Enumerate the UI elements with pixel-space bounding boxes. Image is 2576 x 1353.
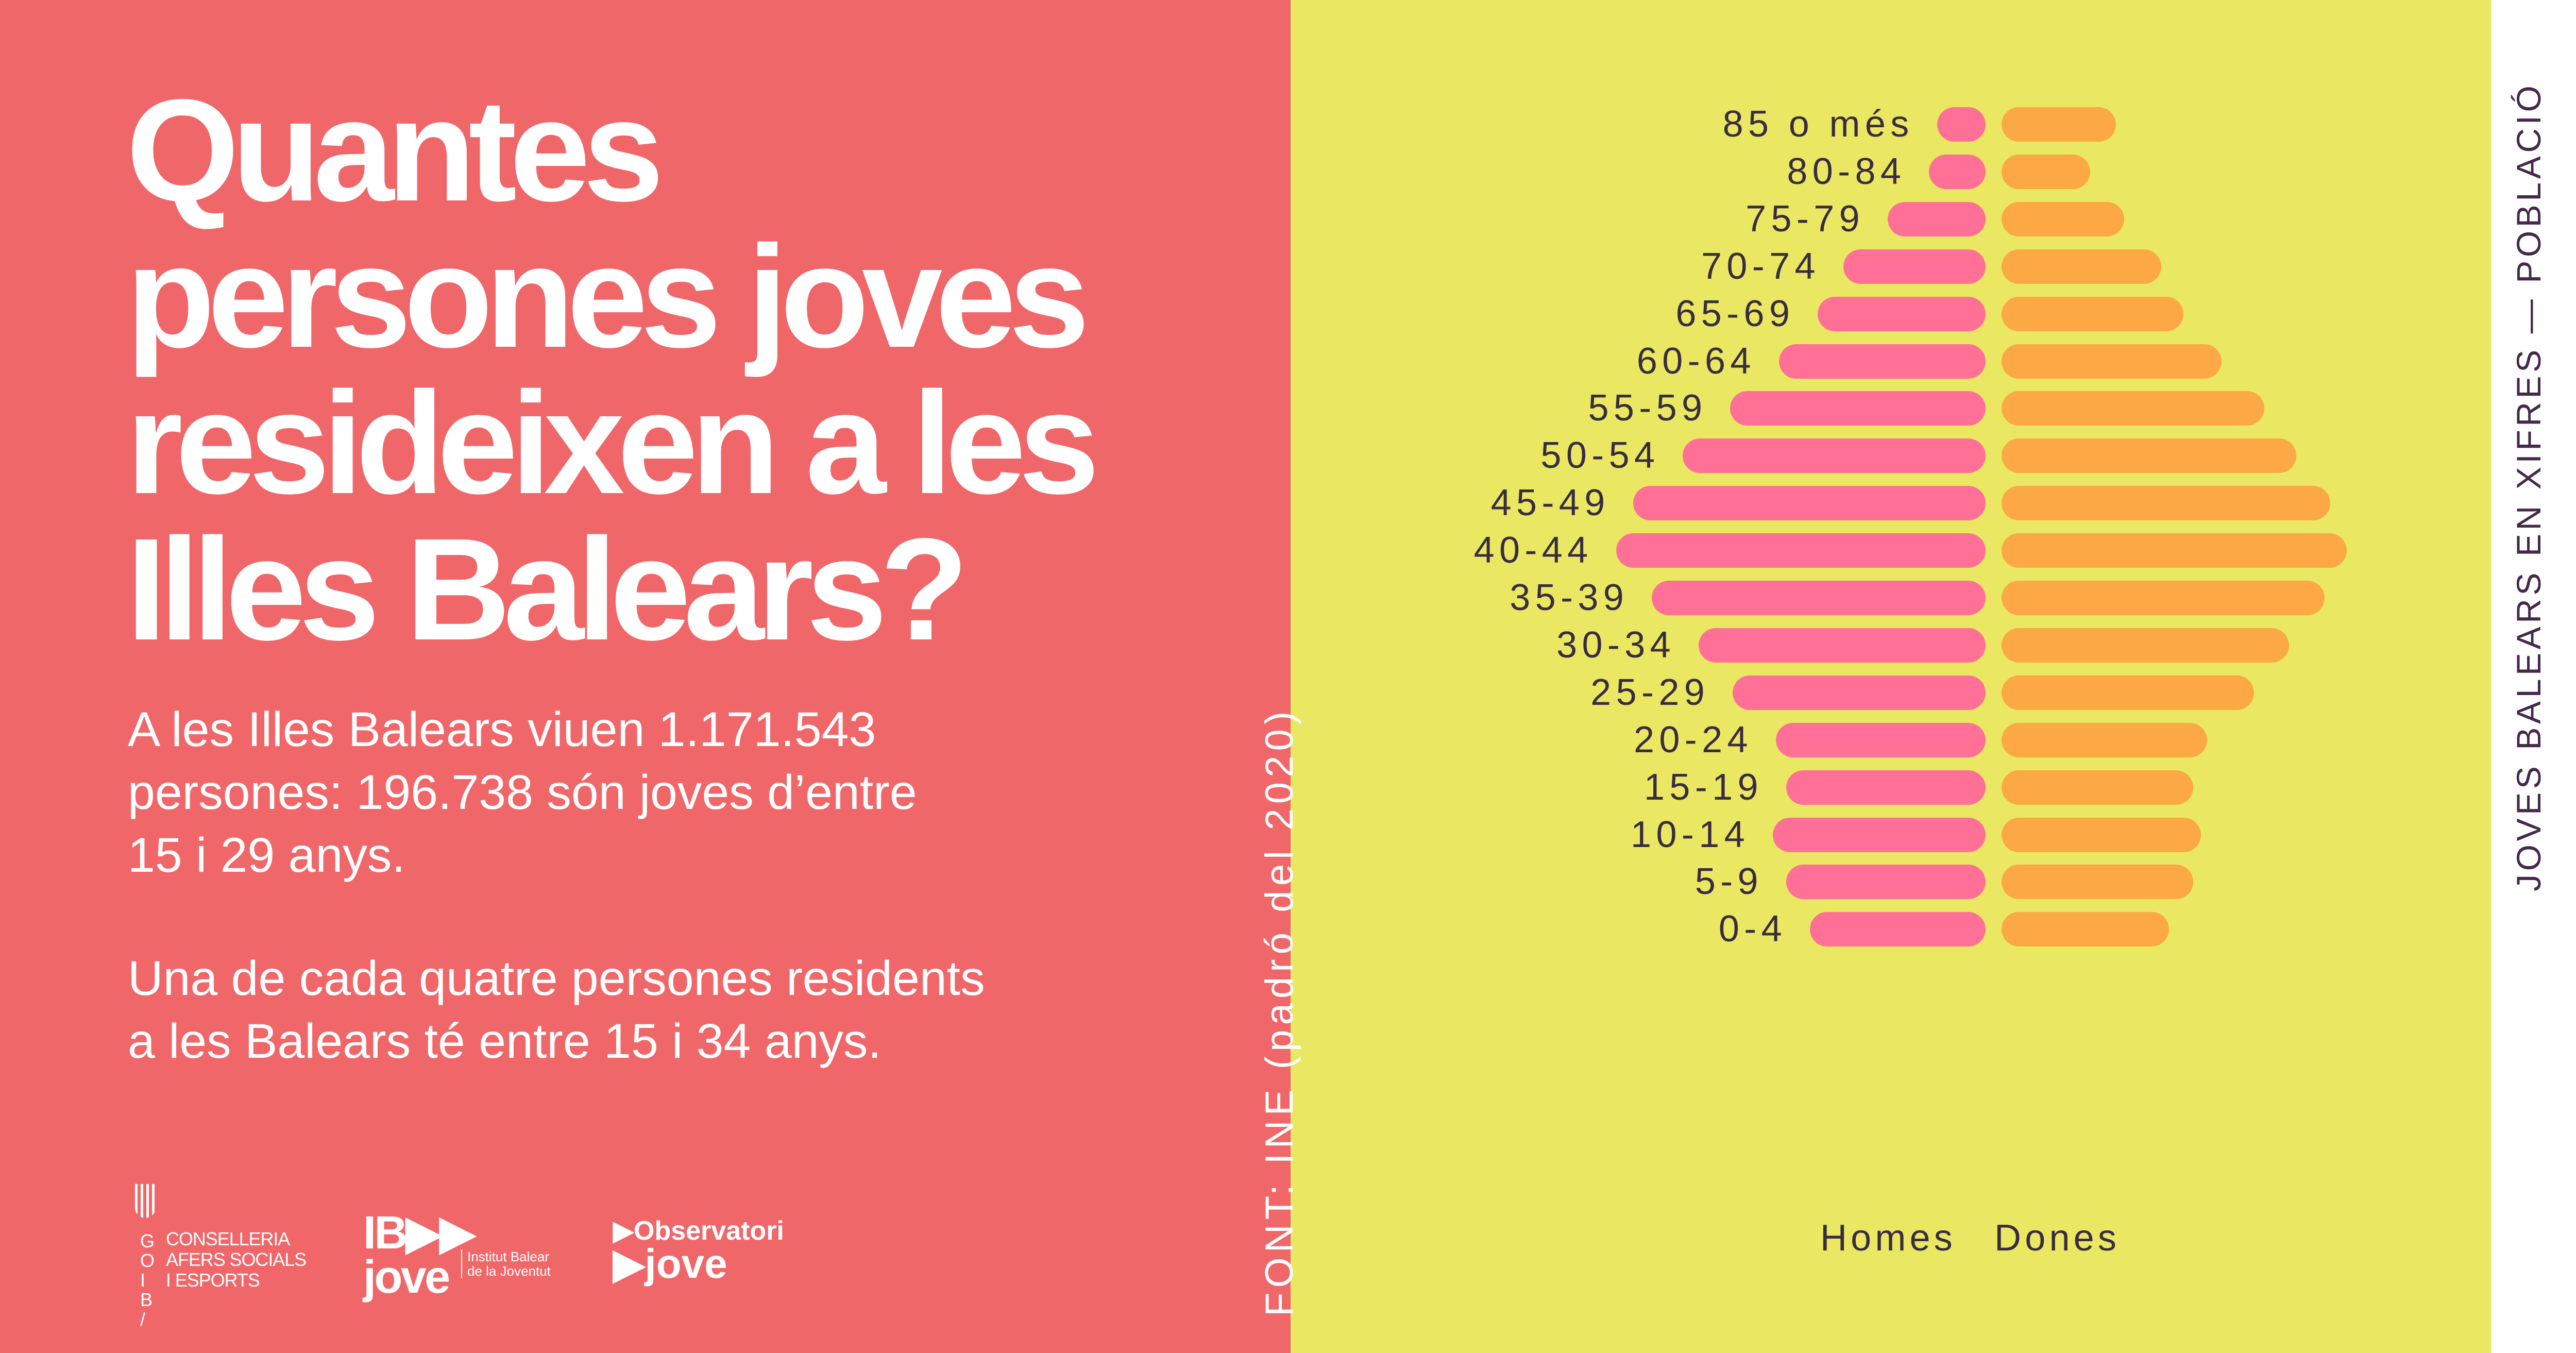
age-group-label: 10-14	[1631, 814, 1750, 855]
bar-homes	[1786, 770, 1986, 805]
paragraph-line: 15 i 29 anys.	[128, 828, 405, 883]
age-group-label: 0-4	[1718, 908, 1787, 950]
age-group-label: 5-9	[1694, 861, 1763, 903]
bar-dones	[2002, 865, 2193, 900]
age-group-label: 55-59	[1588, 387, 1707, 429]
goib-text-line: I ESPORTS	[166, 1270, 260, 1291]
paragraph-line: persones: 196.738 són joves d’entre	[128, 765, 917, 820]
ibjove-line: IB▶▶	[363, 1207, 476, 1259]
observatori-line: ▶Observatori	[613, 1216, 784, 1246]
bar-homes	[1773, 817, 1986, 852]
goib-text-line: AFERS SOCIALS	[166, 1249, 307, 1270]
ibjove-sub-line: de la Joventut	[467, 1263, 551, 1279]
legend-dones: Dones	[1994, 1217, 2121, 1259]
bar-homes	[1937, 107, 1986, 142]
goib-department: CONSELLERIA AFERS SOCIALS I ESPORTS	[166, 1228, 307, 1291]
bar-dones	[2002, 722, 2207, 757]
bar-dones	[2002, 438, 2297, 473]
population-paragraph: A les Illes Balears viuen 1.171.543 pers…	[128, 698, 917, 887]
ibjove-subtitle: Institut Balear de la Joventut	[461, 1249, 551, 1278]
bar-dones	[2002, 486, 2331, 521]
bar-dones	[2002, 817, 2201, 852]
age-group-label: 35-39	[1510, 577, 1629, 618]
bar-dones	[2002, 249, 2162, 284]
bar-dones	[2002, 675, 2254, 710]
goib-letters: G O I B /	[140, 1230, 155, 1330]
bar-homes	[1733, 675, 1986, 710]
bar-homes	[1929, 154, 1986, 189]
paragraph-line: Una de cada quatre persones residents	[128, 951, 985, 1006]
bar-homes	[1652, 581, 1986, 615]
bar-dones	[2002, 391, 2264, 426]
bar-dones	[2002, 770, 2193, 805]
bar-homes	[1683, 438, 1986, 473]
bar-homes	[1730, 391, 1986, 426]
bar-dones	[2002, 912, 2169, 947]
bar-homes	[1699, 628, 1986, 663]
age-group-label: 50-54	[1540, 435, 1660, 477]
age-group-label: 65-69	[1675, 293, 1795, 334]
age-group-label: 80-84	[1787, 150, 1906, 192]
ratio-paragraph: Una de cada quatre persones residents a …	[128, 947, 985, 1073]
title-line: persones joves	[126, 215, 1090, 378]
goib-text-line: CONSELLERIA	[166, 1228, 290, 1249]
bar-homes	[1633, 486, 1986, 521]
bar-homes	[1616, 533, 1986, 568]
title-line: resideixen a les	[126, 362, 1099, 524]
ibjove-sub-line: Institut Balear	[467, 1249, 549, 1264]
source-note: FONT: INE (padró del 2020)	[1258, 706, 1301, 1316]
bar-homes	[1775, 722, 1986, 757]
bar-dones	[2002, 296, 2183, 331]
bar-dones	[2002, 533, 2347, 568]
bar-homes	[1843, 249, 1986, 284]
side-strip	[2491, 0, 2576, 1353]
ibjove-line: jove	[363, 1251, 450, 1303]
age-group-label: 70-74	[1701, 245, 1820, 287]
age-group-label: 15-19	[1644, 766, 1763, 808]
bar-dones	[2002, 201, 2125, 236]
observatori-jove-logo: ▶Observatori ▶jove	[613, 1216, 784, 1287]
observatori-line: ▶jove	[613, 1241, 727, 1287]
legend-homes: Homes	[1820, 1217, 1956, 1259]
age-group-label: 20-24	[1633, 719, 1753, 760]
series-title: JOVES BALEARS EN XIFRES — POBLACIÓ	[2510, 82, 2548, 891]
title-line: Illes Balears?	[126, 508, 969, 670]
bar-homes	[1809, 912, 1986, 947]
bar-homes	[1888, 201, 1986, 236]
bar-dones	[2002, 154, 2091, 189]
age-group-label: 30-34	[1556, 624, 1676, 666]
age-group-label: 45-49	[1490, 482, 1610, 524]
paragraph-line: a les Balears té entre 15 i 34 anys.	[128, 1014, 882, 1069]
age-group-label: 75-79	[1745, 198, 1865, 240]
age-group-label: 85 o més	[1722, 104, 1914, 145]
age-group-label: 40-44	[1473, 530, 1593, 571]
bar-dones	[2002, 581, 2325, 615]
age-group-label: 60-64	[1636, 340, 1756, 382]
bar-dones	[2002, 344, 2222, 379]
paragraph-line: A les Illes Balears viuen 1.171.543	[128, 702, 876, 757]
age-group-label: 25-29	[1590, 671, 1710, 713]
bar-dones	[2002, 628, 2290, 663]
ibjove-wordmark: IB▶▶ jove	[363, 1207, 476, 1303]
bar-dones	[2002, 107, 2116, 142]
bar-homes	[1786, 865, 1986, 900]
bar-homes	[1818, 296, 1986, 331]
goib-emblem-icon	[135, 1184, 156, 1218]
info-panel	[0, 0, 1291, 1353]
page-title: Quantes persones joves resideixen a les …	[126, 77, 1260, 663]
bar-homes	[1778, 344, 1986, 379]
title-line: Quantes	[126, 69, 664, 231]
